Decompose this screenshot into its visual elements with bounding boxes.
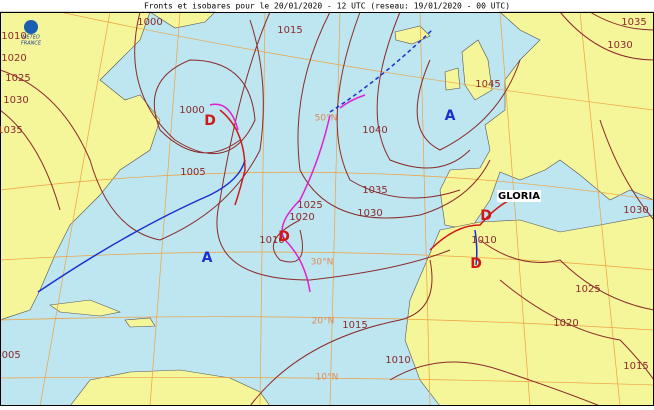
- latitude-label: 50°N: [315, 114, 338, 124]
- map-area: [0, 11, 654, 407]
- isobar-label: 1020: [1, 53, 26, 64]
- latitude-label: 10°N: [316, 373, 339, 383]
- isobar-label: 1030: [623, 205, 648, 216]
- isobar-label: 1000: [179, 105, 204, 116]
- map-title: Fronts et isobares pour le 20/01/2020 - …: [144, 2, 510, 11]
- pressure-center: D: [204, 113, 216, 129]
- land-cuba: [49, 299, 122, 317]
- isobar-label: 1035: [621, 17, 646, 28]
- isobar-label: 1025: [297, 200, 322, 211]
- logo-text: FRANCE: [21, 41, 42, 47]
- storm-name: GLORIA: [498, 191, 540, 202]
- isobar-label: 1020: [289, 212, 314, 223]
- pressure-center: D: [278, 229, 290, 245]
- isobar-label: 1010: [385, 355, 410, 366]
- isobar-label: 1030: [607, 40, 632, 51]
- isobar-label: 1035: [0, 125, 23, 136]
- pressure-center: A: [445, 108, 456, 124]
- isobar-label: 1025: [575, 284, 600, 295]
- land-north-america: [0, 11, 161, 321]
- land-south-america: [69, 369, 271, 407]
- isobar-label: 1010: [1, 31, 26, 42]
- logo-text: METEO: [22, 35, 40, 41]
- logo: METEO FRANCE: [21, 20, 42, 47]
- isobar-label: 1040: [362, 125, 387, 136]
- isobar-label: 1030: [357, 208, 382, 219]
- land-africa: [404, 214, 654, 407]
- land-ireland: [444, 67, 461, 91]
- isobar-label: 1005: [0, 350, 21, 361]
- isobar-label: 1035: [362, 185, 387, 196]
- storm-label-box: [497, 190, 541, 202]
- isobar-label: 1015: [342, 320, 367, 331]
- pressure-center: A: [202, 250, 213, 266]
- land-hispaniola: [124, 317, 156, 328]
- pressure-center: D: [480, 208, 492, 224]
- isobar-label: 1015: [277, 25, 302, 36]
- isobar-label: 1030: [3, 95, 28, 106]
- isobar-label: 1020: [553, 318, 578, 329]
- isobar-label: 1010: [471, 235, 496, 246]
- isobar-label: 1045: [475, 79, 500, 90]
- isobar-label: 1000: [137, 17, 162, 28]
- isobar-label: 1025: [5, 73, 30, 84]
- latitude-label: 20°N: [312, 317, 335, 327]
- isobars: [0, 11, 654, 407]
- isobar-label: 1015: [623, 361, 648, 372]
- latitude-label: 30°N: [311, 258, 334, 268]
- isobar-label: 1005: [180, 167, 205, 178]
- pressure-center: D: [470, 256, 482, 272]
- isobar-label: 1010: [259, 235, 284, 246]
